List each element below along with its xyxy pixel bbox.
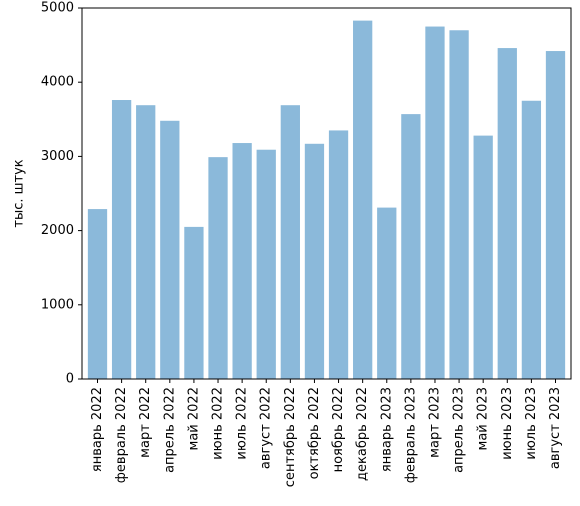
x-tick-label: апрель 2022 bbox=[162, 387, 177, 473]
x-tick-label: сентябрь 2022 bbox=[283, 387, 298, 487]
x-tick-label: февраль 2022 bbox=[114, 387, 129, 483]
bar-4 bbox=[184, 226, 204, 379]
bar-13 bbox=[401, 114, 421, 380]
x-tick-label: ноябрь 2022 bbox=[331, 387, 346, 472]
x-tick-label: январь 2023 bbox=[379, 387, 394, 472]
x-tick-label: октябрь 2022 bbox=[307, 387, 322, 479]
x-tick-label: февраль 2023 bbox=[403, 387, 418, 483]
bar-16 bbox=[473, 135, 493, 379]
x-tick-label: август 2022 bbox=[259, 387, 274, 469]
y-tick-label: 3000 bbox=[41, 149, 74, 164]
bar-9 bbox=[304, 143, 325, 379]
x-tick-label: апрель 2023 bbox=[452, 387, 467, 473]
y-tick-label: 1000 bbox=[41, 297, 74, 312]
x-tick-label: май 2023 bbox=[476, 387, 491, 450]
x-axis: январь 2022 февраль 2022 март 2022 апрель 2… bbox=[90, 379, 563, 487]
bar-5 bbox=[208, 157, 228, 379]
bar-2 bbox=[136, 105, 156, 379]
x-tick-label: декабрь 2022 bbox=[355, 387, 370, 481]
x-tick-label: май 2022 bbox=[186, 387, 201, 450]
bar-1 bbox=[111, 100, 132, 379]
y-axis: 0 1000 2000 3000 4000 5000 bbox=[41, 1, 82, 387]
bar-15 bbox=[449, 30, 469, 379]
x-tick-label: март 2022 bbox=[138, 387, 153, 458]
x-tick-label: июль 2023 bbox=[524, 387, 539, 460]
plot-frame bbox=[81, 7, 572, 380]
bar-14 bbox=[425, 26, 445, 380]
bar-18 bbox=[521, 100, 542, 379]
x-tick-label: январь 2022 bbox=[90, 387, 105, 472]
bar-8 bbox=[280, 105, 300, 379]
y-tick-label: 5000 bbox=[41, 1, 74, 16]
x-tick-label: март 2023 bbox=[427, 387, 442, 458]
x-tick-label: август 2023 bbox=[548, 387, 563, 469]
bars-group bbox=[87, 20, 566, 380]
bar-17 bbox=[497, 48, 517, 379]
y-tick-label: 0 bbox=[66, 372, 74, 387]
bar-11 bbox=[353, 20, 373, 380]
y-axis-label: тыс. штук bbox=[12, 159, 27, 227]
bar-7 bbox=[256, 149, 276, 379]
x-tick-label: июль 2022 bbox=[235, 387, 250, 460]
x-tick-label: июнь 2023 bbox=[500, 387, 515, 460]
bar-12 bbox=[377, 207, 397, 379]
bar-3 bbox=[160, 120, 180, 379]
x-tick-label: июнь 2022 bbox=[211, 387, 226, 460]
y-tick-label: 4000 bbox=[41, 75, 74, 90]
bar-10 bbox=[328, 130, 349, 379]
bar-19 bbox=[545, 51, 566, 379]
bar-0 bbox=[87, 209, 108, 379]
bar-6 bbox=[232, 143, 252, 379]
y-tick-label: 2000 bbox=[41, 223, 74, 238]
